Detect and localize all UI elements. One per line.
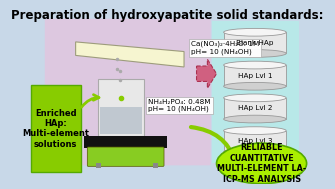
Text: Preparation of hydroxyapatite solid standards:: Preparation of hydroxyapatite solid stan… — [11, 9, 324, 22]
Bar — [98, 79, 144, 136]
FancyBboxPatch shape — [87, 147, 164, 166]
Bar — [224, 98, 286, 119]
Bar — [224, 131, 286, 152]
Ellipse shape — [224, 82, 286, 90]
Bar — [224, 32, 286, 53]
Text: HAp Lvl 2: HAp Lvl 2 — [238, 105, 272, 112]
Ellipse shape — [224, 115, 286, 123]
Text: Enriched
HAp:
Multi-element
solutions: Enriched HAp: Multi-element solutions — [22, 109, 89, 149]
Text: Blank HAp: Blank HAp — [236, 40, 274, 46]
Ellipse shape — [224, 148, 286, 156]
Ellipse shape — [224, 50, 286, 57]
Ellipse shape — [224, 127, 286, 135]
Ellipse shape — [216, 143, 307, 184]
Text: NH₄H₂PO₄: 0.48M
pH= 10 (NH₄OH): NH₄H₂PO₄: 0.48M pH= 10 (NH₄OH) — [148, 99, 211, 112]
Text: Ca(NO₃)₂·4H₂O: 1M
pH= 10 (NH₄OH): Ca(NO₃)₂·4H₂O: 1M pH= 10 (NH₄OH) — [191, 41, 259, 55]
FancyArrowPatch shape — [191, 127, 236, 160]
Bar — [211, 21, 299, 163]
Text: HAp Lvl 1: HAp Lvl 1 — [238, 73, 272, 79]
Bar — [84, 136, 168, 148]
Text: RELIABLE
CUANTITATIVE
MULTI-ELEMENT LA-
ICP-MS ANALYSIS: RELIABLE CUANTITATIVE MULTI-ELEMENT LA- … — [217, 143, 306, 184]
Ellipse shape — [224, 94, 286, 102]
FancyBboxPatch shape — [30, 85, 81, 172]
Bar — [153, 163, 158, 168]
Ellipse shape — [224, 28, 286, 36]
Text: HAp Lvl 3: HAp Lvl 3 — [238, 138, 272, 144]
Bar — [224, 65, 286, 86]
Polygon shape — [197, 59, 216, 88]
Polygon shape — [76, 42, 184, 67]
FancyBboxPatch shape — [45, 19, 211, 165]
Ellipse shape — [224, 61, 286, 69]
FancyArrowPatch shape — [81, 95, 99, 107]
Bar — [100, 108, 142, 135]
Bar — [96, 163, 102, 168]
